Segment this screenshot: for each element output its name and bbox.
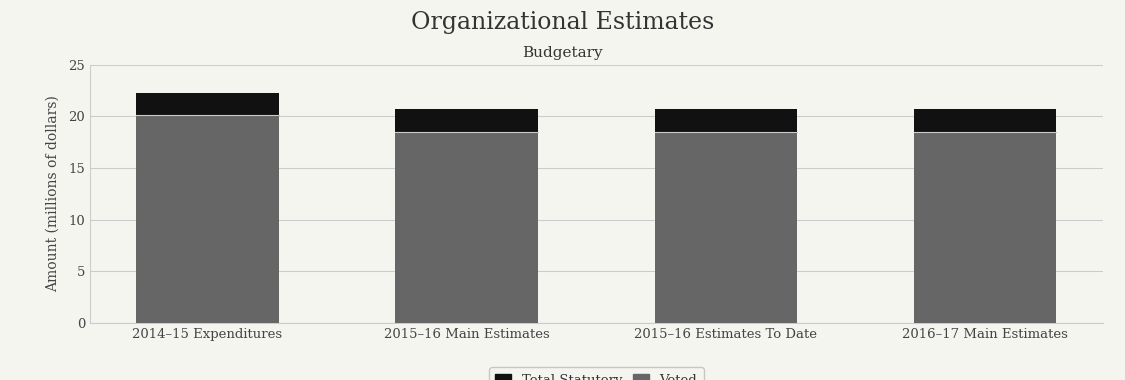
Text: Organizational Estimates: Organizational Estimates [411,11,714,35]
Bar [655,109,798,132]
Bar [395,109,538,132]
Legend: Total Statutory, Voted: Total Statutory, Voted [489,367,703,380]
Bar [395,132,538,323]
Bar [914,109,1056,132]
Y-axis label: Amount (millions of dollars): Amount (millions of dollars) [46,95,60,292]
Bar [136,92,279,115]
Bar [914,132,1056,323]
Text: Budgetary: Budgetary [522,46,603,60]
Bar [655,132,798,323]
Bar [136,115,279,323]
